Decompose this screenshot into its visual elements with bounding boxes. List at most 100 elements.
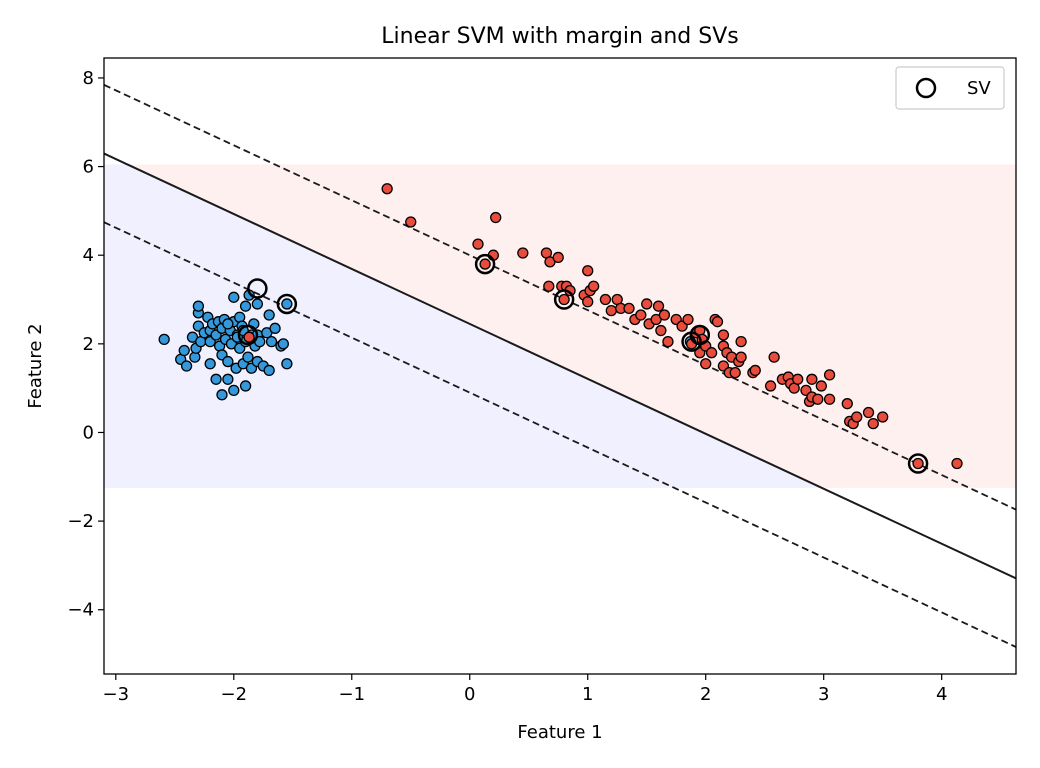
data-point-class-1 bbox=[472, 238, 484, 250]
data-point-class-1 bbox=[735, 351, 747, 363]
y-tick-label: 0 bbox=[83, 422, 94, 443]
data-point-class-1 bbox=[543, 280, 555, 292]
data-point-class-0 bbox=[222, 355, 234, 368]
decision-lines bbox=[104, 84, 1016, 648]
x-axis-label: Feature 1 bbox=[517, 722, 602, 743]
y-tick-label: −2 bbox=[67, 511, 94, 532]
margin-line-0 bbox=[104, 84, 1016, 511]
data-point-class-0 bbox=[242, 351, 254, 363]
data-point-class-1 bbox=[823, 369, 836, 381]
data-point-class-1 bbox=[705, 347, 718, 359]
legend: SV bbox=[895, 66, 1005, 110]
data-point-class-0 bbox=[180, 360, 193, 372]
margin-line-1 bbox=[104, 221, 1016, 648]
data-point-class-0 bbox=[263, 364, 275, 377]
data-point-class-1 bbox=[951, 457, 963, 470]
legend-sv-label: SV bbox=[967, 78, 991, 99]
y-tick-label: 8 bbox=[83, 68, 94, 89]
support-vector-marker bbox=[276, 293, 298, 315]
data-point-class-1 bbox=[635, 309, 647, 321]
data-point-class-1 bbox=[582, 265, 594, 277]
x-tick-label: −2 bbox=[221, 684, 248, 705]
support-vector-markers bbox=[237, 253, 929, 474]
data-point-class-1 bbox=[243, 331, 255, 343]
data-point-class-0 bbox=[228, 291, 240, 303]
legend-sv-marker bbox=[915, 77, 937, 99]
data-point-class-1 bbox=[652, 300, 665, 312]
data-point-class-1 bbox=[490, 211, 502, 224]
data-point-class-1 bbox=[749, 364, 761, 377]
data-point-class-1 bbox=[662, 335, 674, 348]
support-vector-marker bbox=[474, 253, 496, 275]
data-point-class-1 bbox=[862, 406, 875, 419]
data-point-class-0 bbox=[204, 358, 216, 370]
data-point-class-0 bbox=[251, 298, 264, 310]
data-point-class-0 bbox=[277, 338, 289, 350]
data-point-class-1 bbox=[823, 393, 836, 405]
data-point-class-0 bbox=[239, 380, 252, 392]
data-point-class-0 bbox=[222, 373, 234, 385]
x-tick-label: 3 bbox=[818, 684, 829, 705]
data-point-class-1 bbox=[711, 316, 724, 328]
data-point-class-1 bbox=[700, 358, 712, 370]
data-point-class-1 bbox=[587, 280, 600, 292]
data-point-class-1 bbox=[558, 293, 570, 306]
y-tick-label: 2 bbox=[83, 334, 94, 355]
y-axis: −4 −2 0 2 4 6 8 bbox=[67, 68, 104, 621]
data-point-class-1 bbox=[841, 398, 853, 410]
data-point-class-1 bbox=[867, 417, 879, 430]
data-point-class-1 bbox=[623, 302, 635, 315]
data-point-class-0 bbox=[239, 300, 252, 312]
data-point-class-1 bbox=[806, 373, 818, 385]
data-point-class-1 bbox=[682, 313, 694, 326]
data-point-class-0 bbox=[281, 298, 293, 310]
data-point-class-1 bbox=[582, 296, 594, 308]
data-point-class-1 bbox=[877, 411, 889, 423]
support-vector-marker bbox=[907, 453, 929, 474]
data-point-class-1 bbox=[812, 393, 824, 405]
data-point-class-1 bbox=[552, 251, 564, 264]
region-class-0 bbox=[104, 164, 822, 488]
plot-frame bbox=[103, 57, 1017, 675]
decision-boundary-line bbox=[104, 152, 1016, 580]
data-point-class-1 bbox=[735, 335, 747, 348]
data-point-class-1 bbox=[851, 411, 863, 423]
y-tick-label: −4 bbox=[67, 600, 94, 621]
data-point-class-0 bbox=[263, 309, 275, 321]
y-tick-label: 6 bbox=[83, 157, 94, 178]
support-vector-marker bbox=[247, 278, 268, 299]
data-point-class-0 bbox=[281, 358, 293, 370]
data-point-class-0 bbox=[222, 318, 234, 330]
support-vector-marker bbox=[553, 289, 575, 310]
data-points bbox=[158, 183, 963, 470]
data-point-class-0 bbox=[265, 335, 278, 348]
y-tick-label: 4 bbox=[83, 245, 94, 266]
data-point-class-0 bbox=[216, 389, 228, 401]
support-vector-marker bbox=[237, 324, 259, 346]
x-axis: −3 −2 −1 0 1 2 3 4 bbox=[103, 674, 947, 705]
data-point-class-1 bbox=[479, 258, 491, 270]
data-point-class-1 bbox=[605, 304, 617, 317]
x-tick-label: −1 bbox=[338, 684, 365, 705]
data-point-class-1 bbox=[517, 247, 529, 259]
data-point-class-1 bbox=[381, 183, 393, 195]
x-tick-label: 1 bbox=[582, 684, 593, 705]
data-point-class-0 bbox=[228, 384, 240, 397]
data-point-class-1 bbox=[599, 293, 612, 306]
data-point-class-0 bbox=[269, 322, 281, 334]
data-point-class-1 bbox=[768, 351, 780, 363]
data-point-class-1 bbox=[655, 324, 667, 337]
data-point-class-1 bbox=[717, 329, 730, 341]
x-tick-label: −3 bbox=[103, 684, 130, 705]
data-point-class-1 bbox=[729, 366, 741, 379]
chart-title: Linear SVM with margin and SVs bbox=[381, 24, 738, 49]
data-point-class-1 bbox=[405, 216, 417, 228]
x-tick-label: 2 bbox=[700, 684, 711, 705]
data-point-class-0 bbox=[158, 333, 170, 346]
legend-box bbox=[895, 66, 1005, 110]
data-point-class-1 bbox=[764, 380, 777, 392]
data-point-class-0 bbox=[210, 373, 222, 385]
x-tick-label: 0 bbox=[464, 684, 475, 705]
data-point-class-1 bbox=[815, 380, 827, 392]
